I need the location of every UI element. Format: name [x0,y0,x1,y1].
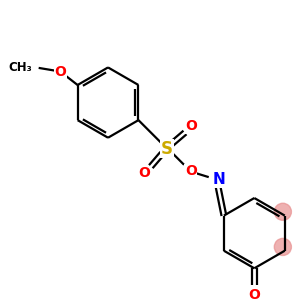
Text: O: O [185,164,197,178]
Text: CH₃: CH₃ [8,61,32,74]
Text: S: S [161,140,173,158]
Text: O: O [55,65,66,79]
Circle shape [274,238,291,256]
Text: O: O [186,119,198,133]
Text: O: O [248,288,260,300]
Text: N: N [213,172,226,188]
Circle shape [274,203,291,220]
Text: O: O [138,166,150,180]
